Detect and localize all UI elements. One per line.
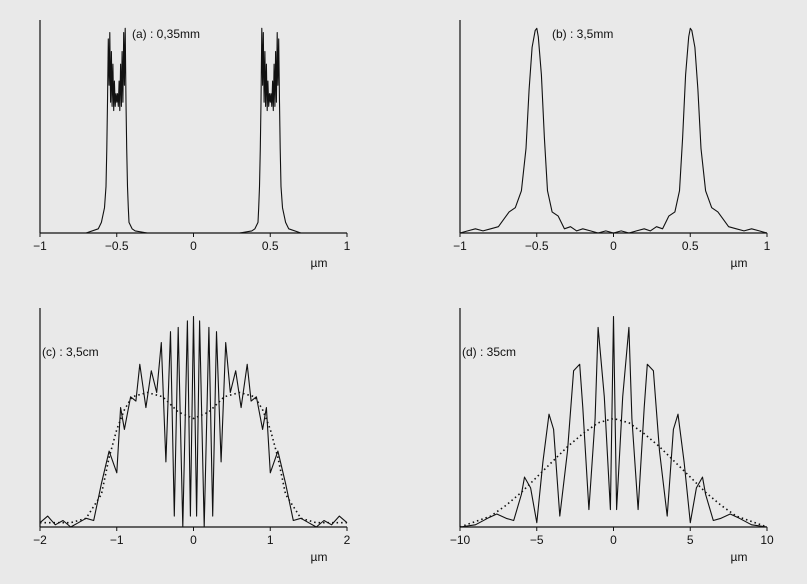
x-tick-label: 1	[267, 533, 274, 547]
x-tick-label: 10	[760, 533, 774, 547]
x-tick-label: 1	[764, 239, 771, 253]
x-axis-label: µm	[731, 256, 748, 270]
panel-annotation: (a) : 0,35mm	[132, 27, 200, 41]
x-tick-label: 1	[344, 239, 351, 253]
x-axis-label: µm	[731, 550, 748, 564]
x-tick-label: −2	[33, 533, 47, 547]
chart-panel-b: −1 −0.5 0 0.5 1 µm (b) : 3,5mm	[453, 20, 771, 270]
x-tick-label: 0.5	[262, 239, 279, 253]
solid-series-line	[40, 27, 347, 234]
chart-panel-d: −10 −5 0 5 10 µm (d) : 35cm	[450, 308, 774, 564]
dotted-series-line	[459, 417, 768, 528]
x-tick-label: −1	[453, 239, 467, 253]
x-tick-label: 2	[344, 533, 351, 547]
x-tick-label: 0	[190, 239, 197, 253]
x-tick-label: −1	[110, 533, 124, 547]
chart-panel-a: −1 −0.5 0 0.5 1 µm (a) : 0,35mm	[33, 20, 351, 270]
dotted-series-line	[40, 391, 347, 524]
x-tick-label: −0.5	[525, 239, 549, 253]
x-tick-label: −1	[33, 239, 47, 253]
x-tick-label: 0	[610, 533, 617, 547]
x-tick-label: −0.5	[105, 239, 129, 253]
panel-annotation: (d) : 35cm	[462, 345, 516, 359]
solid-series-line	[459, 27, 768, 234]
x-tick-label: 0	[610, 239, 617, 253]
x-tick-label: 0	[190, 533, 197, 547]
x-tick-label: −10	[450, 533, 471, 547]
panel-annotation: (c) : 3,5cm	[42, 345, 99, 359]
x-tick-label: 0.5	[682, 239, 699, 253]
x-tick-label: −5	[530, 533, 544, 547]
panel-annotation: (b) : 3,5mm	[552, 27, 613, 41]
x-axis-label: µm	[311, 550, 328, 564]
chart-panel-c: −2 −1 0 1 2 µm (c) : 3,5cm	[33, 308, 351, 564]
solid-series-line	[39, 315, 348, 528]
x-tick-label: 5	[687, 533, 694, 547]
x-axis-label: µm	[311, 256, 328, 270]
